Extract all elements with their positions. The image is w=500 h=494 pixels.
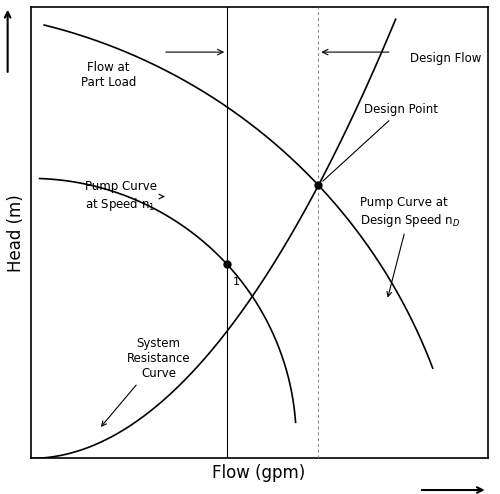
Text: Flow at
Part Load: Flow at Part Load [80,61,136,89]
Text: 1: 1 [232,277,239,287]
Y-axis label: Head (m): Head (m) [7,194,25,272]
Text: System
Resistance
Curve: System Resistance Curve [102,337,190,426]
X-axis label: Flow (gpm): Flow (gpm) [212,464,306,482]
Text: Design Point: Design Point [323,103,438,181]
Text: Pump Curve at
Design Speed n$_D$: Pump Curve at Design Speed n$_D$ [360,196,460,296]
Text: Design Flow: Design Flow [410,52,481,65]
Text: Pump Curve
at Speed n$_1$: Pump Curve at Speed n$_1$ [86,180,164,213]
